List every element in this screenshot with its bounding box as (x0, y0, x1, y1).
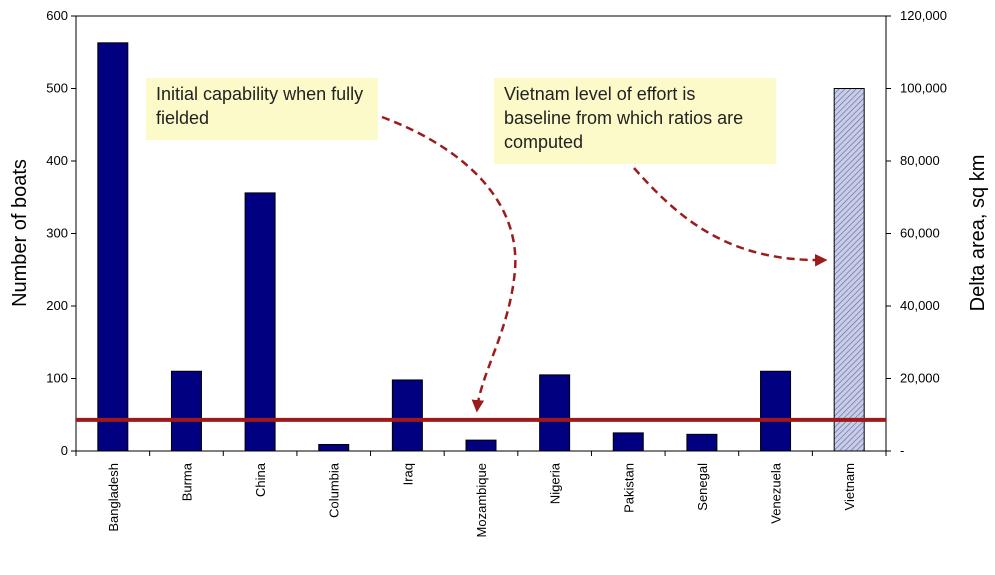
bar-iraq (391, 379, 423, 452)
x-tick-label: Vietnam (842, 463, 857, 510)
annotation-initial-capability: Initial capability when fully fielded (146, 78, 378, 140)
x-tick-label: Columbia (327, 462, 342, 518)
x-tick-label: Nigeria (548, 462, 563, 504)
y2-tick-label: 100,000 (900, 81, 947, 96)
y2-axis-title: Delta area, sq km (967, 155, 989, 312)
y2-tick-label: 80,000 (900, 153, 940, 168)
y2-tick-label: 20,000 (900, 371, 940, 386)
bar-nigeria (539, 374, 571, 452)
y2-tick-label: 120,000 (900, 8, 947, 23)
y-tick-label: 300 (46, 226, 68, 241)
bar-burma (170, 370, 202, 452)
y2-tick-label: 40,000 (900, 298, 940, 313)
x-tick-label: Burma (179, 462, 194, 501)
x-tick-label: China (253, 462, 268, 497)
y2-tick-label: 60,000 (900, 226, 940, 241)
bar-columbia (318, 443, 350, 452)
arrow-to-mozambique (381, 115, 517, 413)
bar-senegal (686, 433, 718, 452)
y-tick-label: 200 (46, 298, 68, 313)
y-tick-label: 0 (61, 443, 68, 458)
y2-tick-label: - (900, 443, 904, 458)
bar-pakistan (612, 432, 644, 452)
bar-bangladesh (97, 42, 129, 452)
y-axis-title: Number of boats (9, 159, 31, 307)
y-tick-label: 400 (46, 153, 68, 168)
bar-venezuela (760, 370, 792, 452)
x-tick-label: Iraq (400, 463, 415, 485)
bar-mozambique (465, 439, 497, 452)
x-tick-label: Bangladesh (106, 463, 121, 532)
bar-china (244, 192, 276, 452)
x-tick-label: Pakistan (621, 463, 636, 513)
x-tick-label: Senegal (695, 463, 710, 511)
annotation-vietnam-baseline: Vietnam level of effort is baseline from… (494, 78, 776, 164)
x-tick-label: Venezuela (769, 462, 784, 523)
bar-vietnam (833, 88, 865, 452)
y-tick-label: 500 (46, 81, 68, 96)
y-tick-label: 600 (46, 8, 68, 23)
x-tick-label: Mozambique (474, 463, 489, 537)
arrow-to-vietnam (633, 167, 828, 267)
y-tick-label: 100 (46, 371, 68, 386)
